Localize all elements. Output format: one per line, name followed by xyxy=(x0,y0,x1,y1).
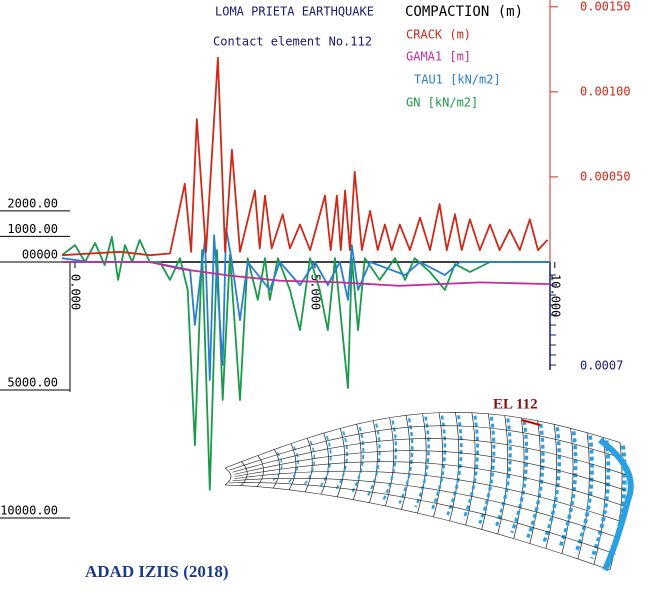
mesh-line xyxy=(229,482,616,555)
mesh-rib-blue xyxy=(398,418,414,504)
mesh-rib xyxy=(433,412,443,517)
credit: ADAD IZIIS (2018) xyxy=(85,562,229,581)
mesh-rib-blue xyxy=(286,446,299,485)
compaction-label: COMPACTION (m) xyxy=(405,4,523,20)
legend-entry: GAMA1 [m] xyxy=(406,50,471,64)
chart-subtitle: Contact element No.112 xyxy=(213,35,372,49)
x-tick-label: 5.000 xyxy=(308,274,322,310)
y-tick-label: 10000.00 xyxy=(0,504,58,518)
y-tick-label: 00000 xyxy=(22,248,58,262)
mesh-rib-blue xyxy=(590,440,611,560)
mesh-line xyxy=(224,412,621,469)
y-tick-label: 5000.00 xyxy=(7,376,58,390)
mesh-rib-blue xyxy=(366,423,381,498)
mesh-rib xyxy=(256,455,264,487)
mesh-rib xyxy=(593,437,607,565)
y2-tick-label: 0.00050 xyxy=(580,169,631,183)
mesh-rib-blue xyxy=(334,431,348,492)
mesh-rib-blue xyxy=(302,440,316,487)
mesh-rib xyxy=(449,412,460,521)
y2-tick-label: 0.00150 xyxy=(580,0,631,13)
mesh-line xyxy=(229,425,624,471)
x-tick-label: 10.000 xyxy=(548,274,562,317)
mesh-rib xyxy=(417,413,427,514)
mesh-rib-blue xyxy=(270,452,283,483)
mesh-rib xyxy=(513,417,525,539)
mesh-rib-blue xyxy=(526,423,545,539)
mesh-rib-blue xyxy=(350,426,365,495)
right-axis-label: 0.0007 xyxy=(580,359,623,373)
mesh-rib xyxy=(224,467,232,486)
mesh-rib xyxy=(577,432,590,560)
mesh-line xyxy=(224,484,611,571)
y-tick-label: 1000.00 xyxy=(7,222,58,236)
chart-title: LOMA PRIETA EARTHQUAKE xyxy=(215,5,374,19)
y2-tick-label: 0.00100 xyxy=(580,84,631,98)
mesh-rib xyxy=(529,420,541,544)
mesh-line xyxy=(232,438,626,475)
mesh-line xyxy=(234,450,626,491)
legend-entry: GN [kN/m2] xyxy=(406,96,478,110)
mesh-rib-blue xyxy=(558,431,578,549)
mesh-line xyxy=(234,461,626,507)
mesh-line xyxy=(234,470,624,523)
series-line xyxy=(61,56,549,257)
mesh-rib xyxy=(304,438,313,493)
mesh-rib xyxy=(240,461,248,486)
mesh-rib-blue xyxy=(318,435,332,489)
y-tick-label: 2000.00 xyxy=(7,196,58,210)
mesh-rib-blue xyxy=(574,435,594,554)
mesh-rib-blue xyxy=(382,420,398,501)
mesh-rib-blue xyxy=(542,427,562,544)
mesh-rib-blue xyxy=(494,418,512,529)
mesh-rib xyxy=(481,413,492,530)
series-line xyxy=(61,236,550,491)
series-line xyxy=(61,227,550,381)
mesh-rib xyxy=(545,424,558,549)
legend-entry: TAU1 [kN/m2] xyxy=(414,73,501,87)
series-line xyxy=(62,261,551,287)
mesh-rib xyxy=(272,449,281,489)
mesh-rib xyxy=(288,443,297,491)
x-tick-label: 0.000 xyxy=(68,274,82,310)
mesh-rib xyxy=(465,412,476,526)
mesh-rib xyxy=(320,432,329,495)
mesh-line xyxy=(232,477,621,539)
legend-entry: CRACK (m) xyxy=(406,28,471,42)
mesh-rib-blue xyxy=(414,416,430,508)
mesh-rib-blue xyxy=(462,415,479,520)
element-label: EL 112 xyxy=(493,396,538,412)
mesh-cap xyxy=(598,437,634,572)
element-marker xyxy=(521,419,541,426)
mesh-rib xyxy=(497,415,509,535)
mesh-drawing xyxy=(224,412,634,572)
